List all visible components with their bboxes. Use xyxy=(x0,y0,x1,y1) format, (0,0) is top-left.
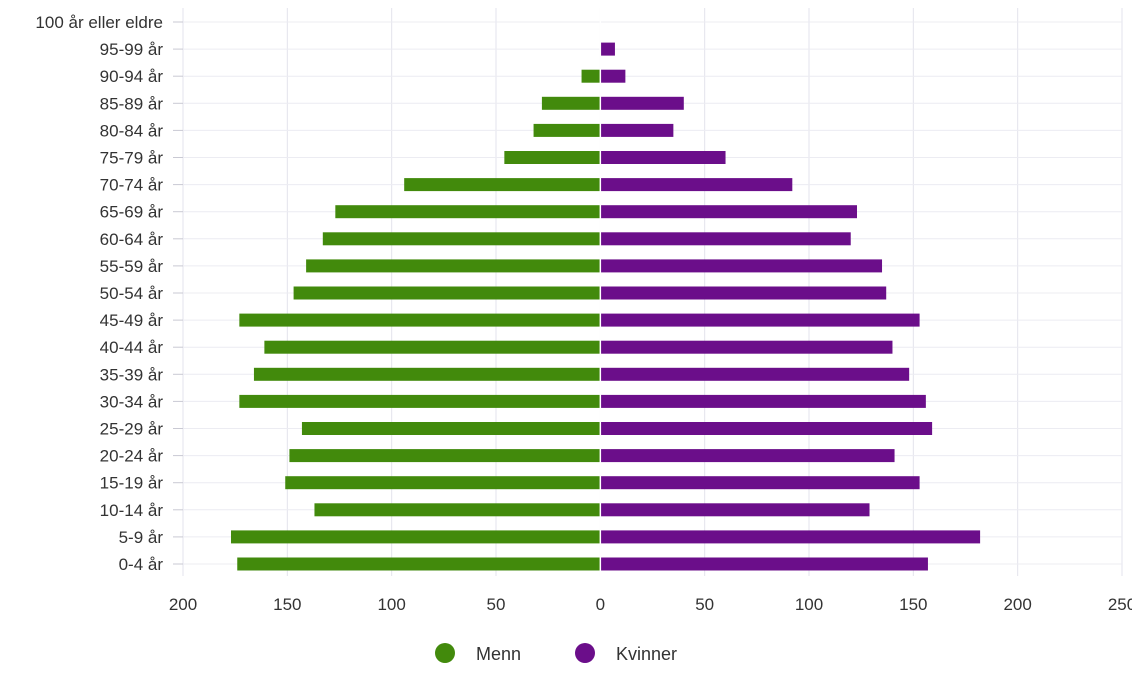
bar-menn[interactable] xyxy=(239,394,601,408)
category-label: 90-94 år xyxy=(100,67,164,86)
bar-kvinner[interactable] xyxy=(600,96,684,110)
bar-menn[interactable] xyxy=(533,123,601,137)
axis-layer: 200 150 100 50 0 50 100 150 200 250 100 år eller e… xyxy=(35,13,1132,614)
x-tick-label: 50 xyxy=(487,595,506,614)
bar-kvinner[interactable] xyxy=(600,476,920,490)
bar-menn[interactable] xyxy=(253,367,601,381)
bar-menn[interactable] xyxy=(404,178,601,192)
category-label: 45-49 år xyxy=(100,311,164,330)
x-tick-label: 150 xyxy=(899,595,927,614)
bar-menn[interactable] xyxy=(301,422,601,435)
legend-marker xyxy=(575,643,595,663)
legend-label: Kvinner xyxy=(616,644,677,664)
bar-menn[interactable] xyxy=(306,259,601,273)
bar-kvinner[interactable] xyxy=(600,69,626,83)
category-label: 15-19 år xyxy=(100,474,164,493)
bar-menn[interactable] xyxy=(504,151,601,164)
legend-item-kvinner[interactable]: Kvinner xyxy=(575,643,677,664)
x-tick-label: 200 xyxy=(1003,595,1031,614)
bar-kvinner[interactable] xyxy=(600,151,726,164)
legend-marker xyxy=(435,643,455,663)
category-label: 5-9 år xyxy=(119,528,164,547)
bar-kvinner[interactable] xyxy=(600,123,674,137)
x-tick-label: 0 xyxy=(596,595,605,614)
bar-menn[interactable] xyxy=(322,232,601,246)
bars-layer xyxy=(230,8,981,576)
bar-kvinner[interactable] xyxy=(600,313,920,327)
bar-kvinner[interactable] xyxy=(600,286,887,300)
bar-kvinner[interactable] xyxy=(600,232,851,246)
category-label: 40-44 år xyxy=(100,338,164,357)
x-tick-label: 100 xyxy=(795,595,823,614)
bar-menn[interactable] xyxy=(285,476,601,490)
bar-kvinner[interactable] xyxy=(600,178,793,192)
legend[interactable]: Menn Kvinner xyxy=(435,643,677,664)
category-label: 70-74 år xyxy=(100,176,164,195)
category-label: 65-69 år xyxy=(100,203,164,222)
x-tick-label: 150 xyxy=(273,595,301,614)
bar-menn[interactable] xyxy=(314,503,601,517)
category-label: 0-4 år xyxy=(119,555,164,574)
bar-kvinner[interactable] xyxy=(600,449,895,463)
bar-menn[interactable] xyxy=(541,96,601,110)
bar-kvinner[interactable] xyxy=(600,42,615,56)
category-label: 75-79 år xyxy=(100,149,164,168)
x-tick-label: 200 xyxy=(169,595,197,614)
bar-kvinner[interactable] xyxy=(600,367,910,381)
bar-kvinner[interactable] xyxy=(600,557,928,571)
category-label: 20-24 år xyxy=(100,447,164,466)
bar-kvinner[interactable] xyxy=(600,422,933,435)
bar-kvinner[interactable] xyxy=(600,530,981,544)
category-label: 30-34 år xyxy=(100,392,164,411)
category-label: 10-14 år xyxy=(100,501,164,520)
bar-menn[interactable] xyxy=(335,205,601,219)
category-label: 100 år eller eldre xyxy=(35,13,163,32)
bar-kvinner[interactable] xyxy=(600,394,926,408)
bar-menn[interactable] xyxy=(264,340,601,354)
bar-kvinner[interactable] xyxy=(600,205,857,219)
bar-menn[interactable] xyxy=(289,449,601,463)
bar-menn[interactable] xyxy=(237,557,601,571)
category-label: 25-29 år xyxy=(100,420,164,439)
category-label: 55-59 år xyxy=(100,257,164,276)
legend-item-menn[interactable]: Menn xyxy=(435,643,521,664)
category-label: 95-99 år xyxy=(100,40,164,59)
category-label: 50-54 år xyxy=(100,284,164,303)
category-label: 35-39 år xyxy=(100,365,164,384)
x-tick-label: 50 xyxy=(695,595,714,614)
bar-kvinner[interactable] xyxy=(600,503,870,517)
bar-menn[interactable] xyxy=(293,286,601,300)
bar-menn[interactable] xyxy=(230,530,601,544)
bar-kvinner[interactable] xyxy=(600,340,893,354)
category-label: 60-64 år xyxy=(100,230,164,249)
category-label: 80-84 år xyxy=(100,121,164,140)
category-label: 85-89 år xyxy=(100,94,164,113)
legend-label: Menn xyxy=(476,644,521,664)
x-tick-label: 250 xyxy=(1108,595,1132,614)
bar-kvinner[interactable] xyxy=(600,259,883,273)
bar-menn[interactable] xyxy=(239,313,601,327)
x-tick-label: 100 xyxy=(377,595,405,614)
bar-menn[interactable] xyxy=(581,69,601,83)
